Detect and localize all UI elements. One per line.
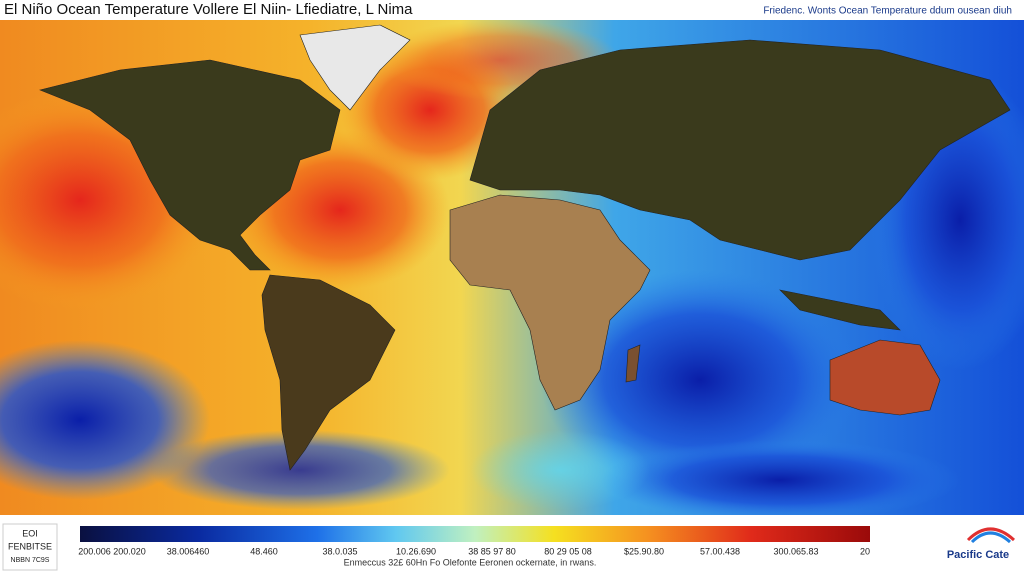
legend-box	[2, 523, 58, 571]
scale-label: 57.00.438	[700, 546, 740, 556]
color-scale	[80, 526, 870, 542]
map	[0, 20, 1024, 520]
subtitle: Friedenc. Wonts Ocean Temperature ddum o…	[763, 6, 1012, 17]
legend-box-line: FENBITSE	[8, 541, 52, 551]
scale-label: 200.006 200.020	[78, 546, 146, 556]
scale-label: 300.065.83	[773, 546, 818, 556]
title-bar	[0, 0, 1024, 20]
scale-label: 38 85 97 80	[468, 546, 516, 556]
caption: Enmeccus 32£ 60Hn Fo Olefonte Eeronen oc…	[344, 557, 597, 567]
legend-panel: EOI FENBITSE NBBN 7C9S 200.006 200.020 38.0…	[0, 515, 1024, 576]
scale-label: 10.26.690	[396, 546, 436, 556]
legend-box-line: EOI	[22, 528, 38, 538]
logo: Pacific Cate	[947, 549, 1009, 561]
legend-box-lines: EOI FENBITSE NBBN 7C9S	[8, 528, 52, 563]
title: El Niño Ocean Temperature Vollere El Nii…	[4, 1, 413, 18]
scale-label: 38.0.035	[322, 546, 357, 556]
scale-label: 20	[860, 546, 870, 556]
legend-box-line: NBBN 7C9S	[11, 557, 50, 564]
scale-label: 48.460	[250, 546, 278, 556]
scale-label: 38.006460	[167, 546, 210, 556]
scale-labels: 200.006 200.020 38.006460 48.460 38.0.035 10…	[78, 546, 870, 556]
scale-label: $25.90.80	[624, 546, 664, 556]
scale-label: 80 29 05 08	[544, 546, 592, 556]
